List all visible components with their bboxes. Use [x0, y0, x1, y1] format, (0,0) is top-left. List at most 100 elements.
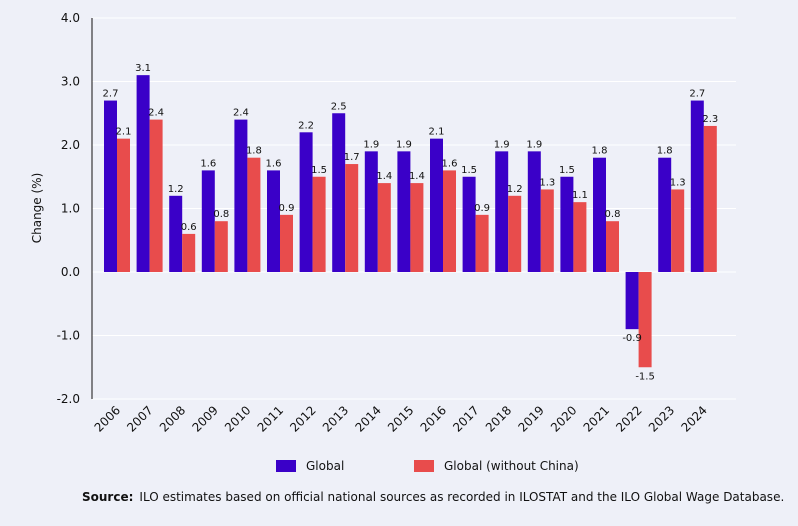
data-label: 2.1: [429, 127, 445, 138]
x-tick-label: 2008: [157, 403, 188, 434]
bar-global-ex-china: [573, 202, 587, 272]
data-label: 2.1: [116, 127, 132, 138]
bar-global: [593, 157, 606, 272]
bar-global: [136, 75, 150, 273]
x-tick-label: 2006: [92, 403, 123, 434]
data-label: 1.6: [442, 158, 458, 169]
x-tick-label: 2009: [189, 403, 220, 434]
bar-global: [658, 157, 672, 272]
bar-global: [397, 151, 411, 272]
bar-global-ex-china: [377, 183, 391, 272]
data-label: 1.9: [396, 139, 412, 150]
data-label: 1.9: [363, 139, 379, 150]
bar-global: [169, 195, 183, 272]
legend-swatch-global: [276, 460, 296, 472]
y-tick-label: -1.0: [57, 329, 80, 343]
data-label: 0.8: [213, 209, 229, 220]
source-text: ILO estimates based on official national…: [139, 490, 785, 504]
data-label: 1.5: [461, 165, 477, 176]
bar-global: [332, 113, 346, 272]
bar-global-ex-china: [149, 119, 163, 272]
bar-global-ex-china: [606, 221, 619, 272]
bar-global-ex-china: [443, 170, 456, 272]
bar-global-ex-china: [312, 176, 326, 272]
x-tick-label: 2007: [124, 403, 155, 434]
bar-global-ex-china: [508, 195, 522, 272]
x-tick-label: 2013: [320, 403, 351, 434]
y-tick-label: 0.0: [61, 265, 80, 279]
legend-swatch-global-ex-china: [414, 460, 434, 472]
data-label: 1.8: [657, 146, 673, 157]
data-label: 1.9: [494, 139, 510, 150]
data-label: 2.5: [331, 101, 347, 112]
y-tick-label: 2.0: [61, 138, 80, 152]
data-label: 1.7: [344, 152, 360, 163]
data-label: 2.3: [702, 114, 718, 125]
bar-global: [462, 176, 476, 272]
x-tick-label: 2015: [385, 403, 416, 434]
bars: [104, 75, 717, 368]
bar-global-ex-china: [671, 189, 685, 272]
legend-item-global-ex-china: Global (without China): [414, 459, 579, 473]
bar-global: [690, 100, 704, 272]
bar-global: [625, 272, 639, 330]
data-label: 1.3: [539, 177, 555, 188]
data-label: 1.9: [526, 139, 542, 150]
legend-label-global: Global: [306, 459, 345, 473]
data-label: 1.5: [559, 165, 575, 176]
bar-global-ex-china: [247, 157, 261, 272]
x-tick-label: 2017: [450, 403, 481, 434]
data-label: 3.1: [135, 63, 151, 74]
x-tick-label: 2012: [287, 403, 318, 434]
x-tick-label: 2022: [613, 403, 644, 434]
data-label: -0.9: [622, 333, 642, 344]
x-tick-label: 2021: [581, 403, 612, 434]
data-label: -1.5: [635, 371, 655, 382]
data-label: 1.2: [507, 184, 523, 195]
bar-global-ex-china: [117, 138, 130, 272]
bar-global-ex-china: [475, 214, 489, 272]
bar-global: [527, 151, 541, 272]
bar-global: [430, 138, 443, 272]
bar-global-ex-china: [410, 183, 424, 272]
bar-global-ex-china: [214, 221, 228, 272]
bar-global: [364, 151, 378, 272]
legend-label-global-ex-china: Global (without China): [444, 459, 579, 473]
bar-global-ex-china: [345, 164, 359, 272]
data-label: 0.8: [605, 209, 621, 220]
data-label: 1.5: [311, 165, 327, 176]
x-tick-label: 2020: [548, 403, 579, 434]
data-label: 0.9: [279, 203, 295, 214]
bar-global-ex-china: [182, 233, 196, 272]
data-label: 2.4: [148, 108, 164, 119]
data-label: 1.6: [266, 158, 282, 169]
bar-global-ex-china: [280, 214, 293, 272]
data-label: 1.1: [572, 190, 588, 201]
y-tick-label: 1.0: [61, 202, 80, 216]
data-label: 1.2: [168, 184, 184, 195]
x-tick-label: 2016: [418, 403, 449, 434]
bar-global: [560, 176, 574, 272]
bar-global-ex-china: [638, 272, 652, 368]
data-label: 2.2: [298, 120, 314, 131]
y-axis-title: Change (%): [30, 173, 44, 244]
x-tick-label: 2019: [515, 403, 546, 434]
source-note: Source: ILO estimates based on official n…: [82, 490, 784, 504]
x-tick-label: 2014: [352, 403, 383, 434]
data-labels: 2.7 2.1 3.1 2.4 1.2 0.6 1.6 0.8 2.4 1.8 1.6 0.9 2.2 1…: [103, 63, 719, 382]
legend-item-global: Global: [276, 459, 344, 473]
source-prefix: Source:: [82, 490, 134, 504]
y-tick-label: 4.0: [61, 11, 80, 25]
legend: Global Global (without China): [0, 459, 798, 481]
bar-global-ex-china: [540, 189, 554, 272]
bar-global: [267, 170, 280, 272]
data-label: 1.3: [670, 177, 686, 188]
bar-global-ex-china: [703, 125, 717, 272]
x-tick-label: 2024: [678, 403, 709, 434]
data-label: 1.4: [376, 171, 392, 182]
x-tick-label: 2018: [483, 403, 514, 434]
data-label: 2.4: [233, 108, 249, 119]
data-label: 2.7: [103, 89, 119, 100]
data-label: 1.6: [200, 158, 216, 169]
